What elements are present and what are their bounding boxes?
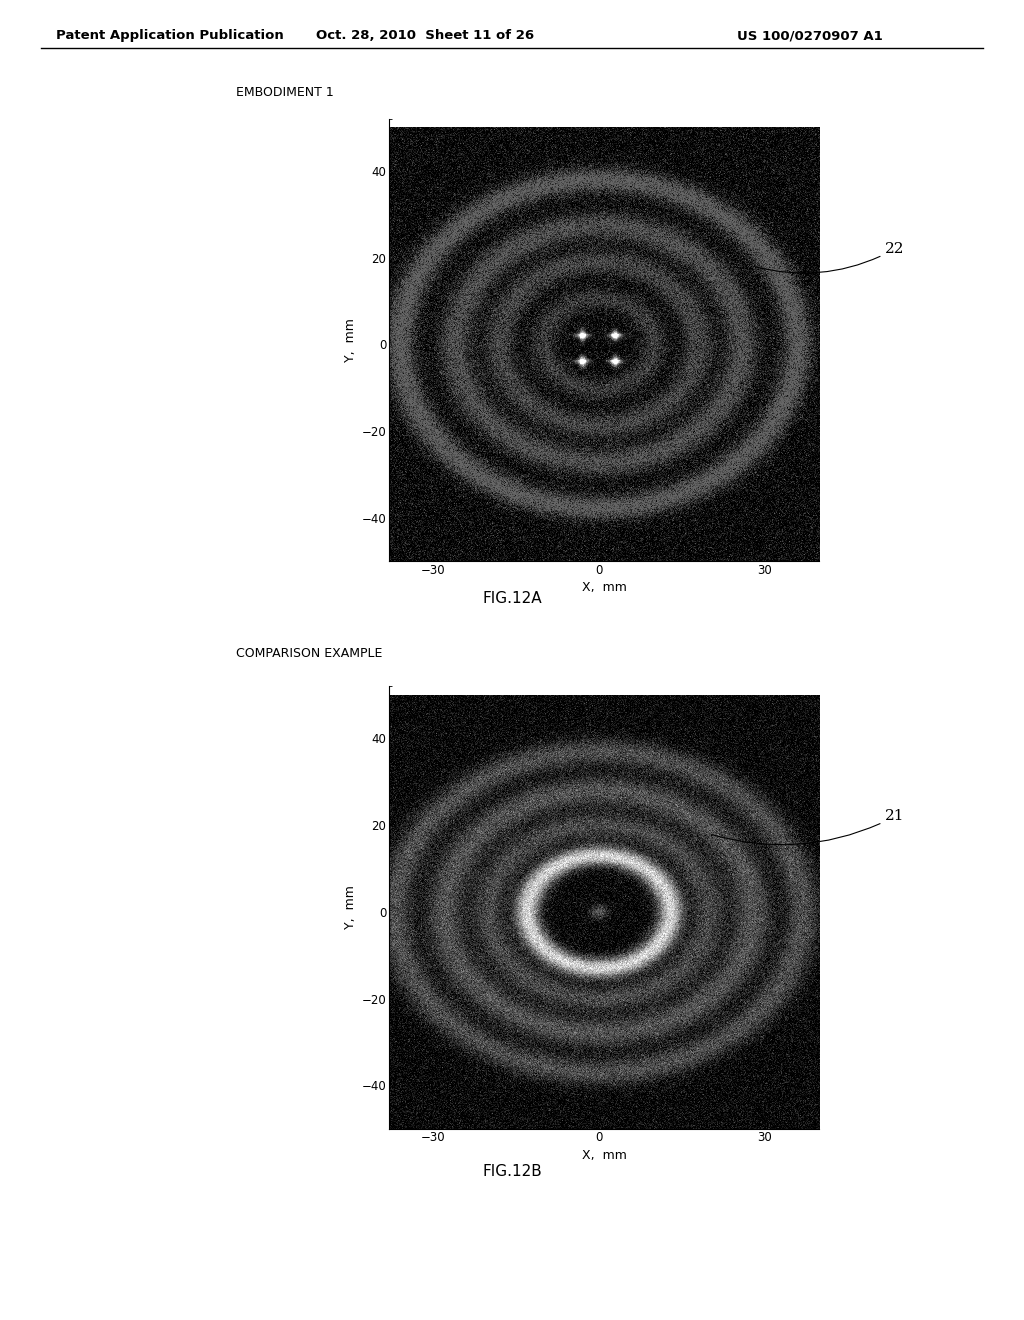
X-axis label: X,  mm: X, mm — [582, 581, 627, 594]
Y-axis label: Y,  mm: Y, mm — [344, 318, 357, 362]
Text: FIG.12A: FIG.12A — [482, 591, 542, 606]
Text: Oct. 28, 2010  Sheet 11 of 26: Oct. 28, 2010 Sheet 11 of 26 — [315, 29, 535, 42]
Text: US 100/0270907 A1: US 100/0270907 A1 — [737, 29, 883, 42]
Y-axis label: Y,  mm: Y, mm — [344, 886, 357, 929]
Text: FIG.12B: FIG.12B — [482, 1164, 542, 1179]
Text: EMBODIMENT 1: EMBODIMENT 1 — [236, 86, 333, 99]
Text: Patent Application Publication: Patent Application Publication — [56, 29, 284, 42]
X-axis label: X,  mm: X, mm — [582, 1148, 627, 1162]
Text: 21: 21 — [712, 809, 905, 845]
Text: COMPARISON EXAMPLE: COMPARISON EXAMPLE — [236, 647, 382, 660]
Text: 22: 22 — [756, 242, 905, 273]
